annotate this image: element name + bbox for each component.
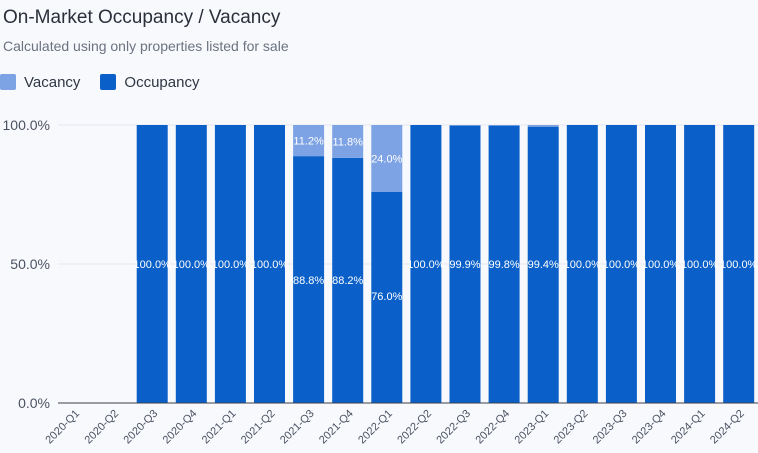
y-tick-label: 0.0% [18, 395, 50, 411]
data-label-occupancy: 100.0% [251, 259, 289, 271]
x-tick-label: 2020-Q1 [43, 408, 82, 447]
legend: Vacancy Occupancy [0, 72, 219, 92]
bar-occupancy [371, 191, 403, 403]
data-label-vacancy: 24.0% [371, 153, 402, 165]
data-label-occupancy: 99.4% [528, 259, 559, 271]
x-tick-label: 2021-Q4 [317, 408, 356, 447]
x-tick-label: 2022-Q3 [434, 408, 473, 447]
bar-occupancy [214, 125, 246, 403]
y-tick-label: 50.0% [10, 256, 50, 272]
legend-swatch-occupancy [100, 74, 117, 90]
bar-vacancy [293, 125, 325, 157]
bar-occupancy [136, 125, 168, 403]
bar-occupancy [488, 125, 520, 403]
data-label-occupancy: 76.0% [371, 291, 402, 303]
data-label-vacancy: 11.8% [333, 136, 364, 148]
data-label-occupancy: 100.0% [720, 259, 758, 271]
data-label-occupancy: 100.0% [642, 259, 680, 271]
bar-occupancy [527, 126, 559, 403]
data-label-occupancy: 99.9% [449, 259, 480, 271]
x-tick-label: 2023-Q3 [591, 408, 630, 447]
data-label-occupancy: 100.0% [564, 259, 602, 271]
x-tick-label: 2022-Q2 [395, 408, 434, 447]
bar-occupancy [723, 125, 755, 403]
data-label-occupancy: 88.2% [332, 275, 363, 287]
bar-occupancy [605, 125, 637, 403]
bar-vacancy [332, 125, 364, 158]
bar-vacancy [449, 125, 481, 126]
legend-item-occupancy[interactable]: Occupancy [100, 74, 199, 91]
x-tick-label: 2023-Q2 [552, 408, 591, 447]
data-label-occupancy: 100.0% [603, 259, 641, 271]
legend-swatch-vacancy [0, 74, 16, 90]
bar-vacancy [371, 125, 403, 192]
bar-occupancy [566, 125, 598, 403]
bar-occupancy [684, 125, 716, 403]
data-label-occupancy: 100.0% [134, 259, 172, 271]
data-label-occupancy: 88.8% [293, 275, 324, 287]
x-tick-label: 2020-Q3 [122, 408, 161, 447]
bar-occupancy [410, 125, 442, 403]
chart-subtitle: Calculated using only properties listed … [3, 38, 289, 54]
x-tick-label: 2021-Q2 [239, 408, 278, 447]
bar-occupancy [332, 157, 364, 403]
legend-label-occupancy: Occupancy [124, 73, 200, 91]
data-label-vacancy: 11.2% [293, 136, 324, 148]
y-tick-label: 100.0% [3, 117, 50, 133]
bar-occupancy [175, 125, 207, 403]
x-tick-label: 2024-Q1 [669, 408, 708, 447]
data-label-occupancy: 99.8% [488, 259, 519, 271]
x-tick-label: 2024-Q2 [708, 408, 747, 447]
x-tick-label: 2022-Q4 [473, 408, 512, 447]
x-tick-label: 2023-Q1 [513, 408, 552, 447]
data-label-occupancy: 100.0% [681, 259, 719, 271]
bar-occupancy [449, 125, 481, 403]
data-label-occupancy: 100.0% [212, 259, 250, 271]
x-tick-label: 2021-Q1 [200, 408, 239, 447]
bar-vacancy [488, 125, 520, 126]
bar-occupancy [254, 125, 285, 403]
data-label-occupancy: 100.0% [407, 259, 445, 271]
bar-occupancy [293, 156, 325, 403]
legend-label-vacancy: Vacancy [24, 73, 81, 91]
bar-occupancy [645, 125, 676, 403]
x-tick-label: 2022-Q1 [356, 408, 395, 447]
x-tick-label: 2020-Q4 [161, 408, 200, 447]
data-label-occupancy: 100.0% [173, 259, 211, 271]
x-tick-label: 2021-Q3 [278, 408, 317, 447]
legend-item-vacancy[interactable]: Vacancy [0, 74, 80, 91]
x-tick-label: 2023-Q4 [630, 408, 669, 447]
bar-vacancy [527, 125, 559, 127]
x-tick-label: 2020-Q2 [82, 408, 121, 447]
chart-title: On-Market Occupancy / Vacancy [3, 7, 281, 28]
